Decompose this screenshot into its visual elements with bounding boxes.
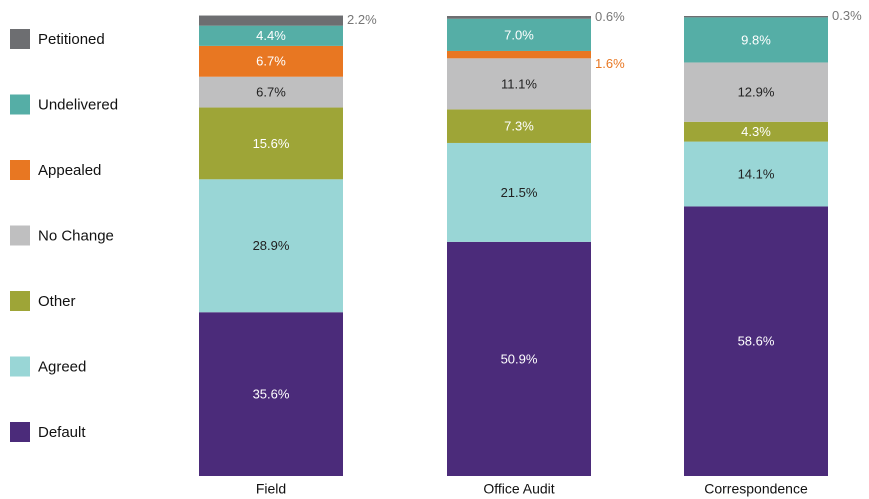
- bar-segment: [447, 18, 591, 51]
- value-label: 15.6%: [253, 136, 290, 151]
- value-label: 6.7%: [256, 54, 286, 69]
- value-label: 50.9%: [501, 351, 538, 366]
- legend-swatch: [10, 29, 30, 49]
- value-label: 4.4%: [256, 28, 286, 43]
- bar-segment: [199, 107, 343, 180]
- bar-segment: [447, 16, 591, 19]
- value-label: 14.1%: [738, 166, 775, 181]
- value-label: 6.7%: [256, 85, 286, 100]
- x-tick-label: Correspondence: [704, 481, 808, 497]
- value-label: 0.3%: [832, 8, 862, 23]
- x-tick-label: Office Audit: [483, 481, 554, 497]
- value-label: 35.6%: [253, 387, 290, 402]
- legend-label: Default: [38, 424, 86, 441]
- x-tick-label: Field: [256, 481, 286, 497]
- legend-swatch: [10, 291, 30, 311]
- value-label: 28.9%: [253, 238, 290, 253]
- bar-segment: [199, 179, 343, 313]
- value-label: 58.6%: [738, 334, 775, 349]
- bar-segment: [199, 76, 343, 108]
- value-label: 21.5%: [501, 185, 538, 200]
- bar-segment: [199, 45, 343, 77]
- value-label: 4.3%: [741, 124, 771, 139]
- legend-label: Appealed: [38, 162, 101, 179]
- value-label: 7.0%: [504, 27, 534, 42]
- value-label: 11.1%: [501, 76, 537, 91]
- bar-segment: [199, 312, 343, 476]
- bar-segment: [684, 62, 828, 122]
- bar-segment: [684, 17, 828, 63]
- legend-label: Petitioned: [38, 31, 105, 48]
- legend-label: Undelivered: [38, 96, 118, 113]
- bar-segment: [684, 206, 828, 476]
- legend-swatch: [10, 160, 30, 180]
- value-label: 9.8%: [741, 32, 771, 47]
- bar-segment: [447, 50, 591, 59]
- bar-segment: [684, 141, 828, 207]
- legend-label: No Change: [38, 227, 114, 244]
- value-label: 2.2%: [347, 12, 377, 27]
- legend-label: Other: [38, 293, 76, 310]
- legend-swatch: [10, 422, 30, 442]
- legend-label: Agreed: [38, 358, 86, 375]
- legend-swatch: [10, 356, 30, 377]
- legend-swatch: [10, 94, 30, 115]
- value-label: 0.6%: [595, 9, 625, 24]
- value-label: 12.9%: [738, 85, 775, 100]
- value-label: 1.6%: [595, 56, 625, 71]
- bar-segment: [684, 16, 828, 18]
- bar-segment: [199, 25, 343, 46]
- value-label: 7.3%: [504, 119, 534, 134]
- bar-segment: [684, 121, 828, 142]
- bar-segment: [447, 142, 591, 242]
- bar-segment: [447, 109, 591, 143]
- legend-swatch: [10, 225, 30, 246]
- bar-segment: [447, 241, 591, 476]
- bar-segment: [199, 15, 343, 26]
- bar-segment: [447, 58, 591, 110]
